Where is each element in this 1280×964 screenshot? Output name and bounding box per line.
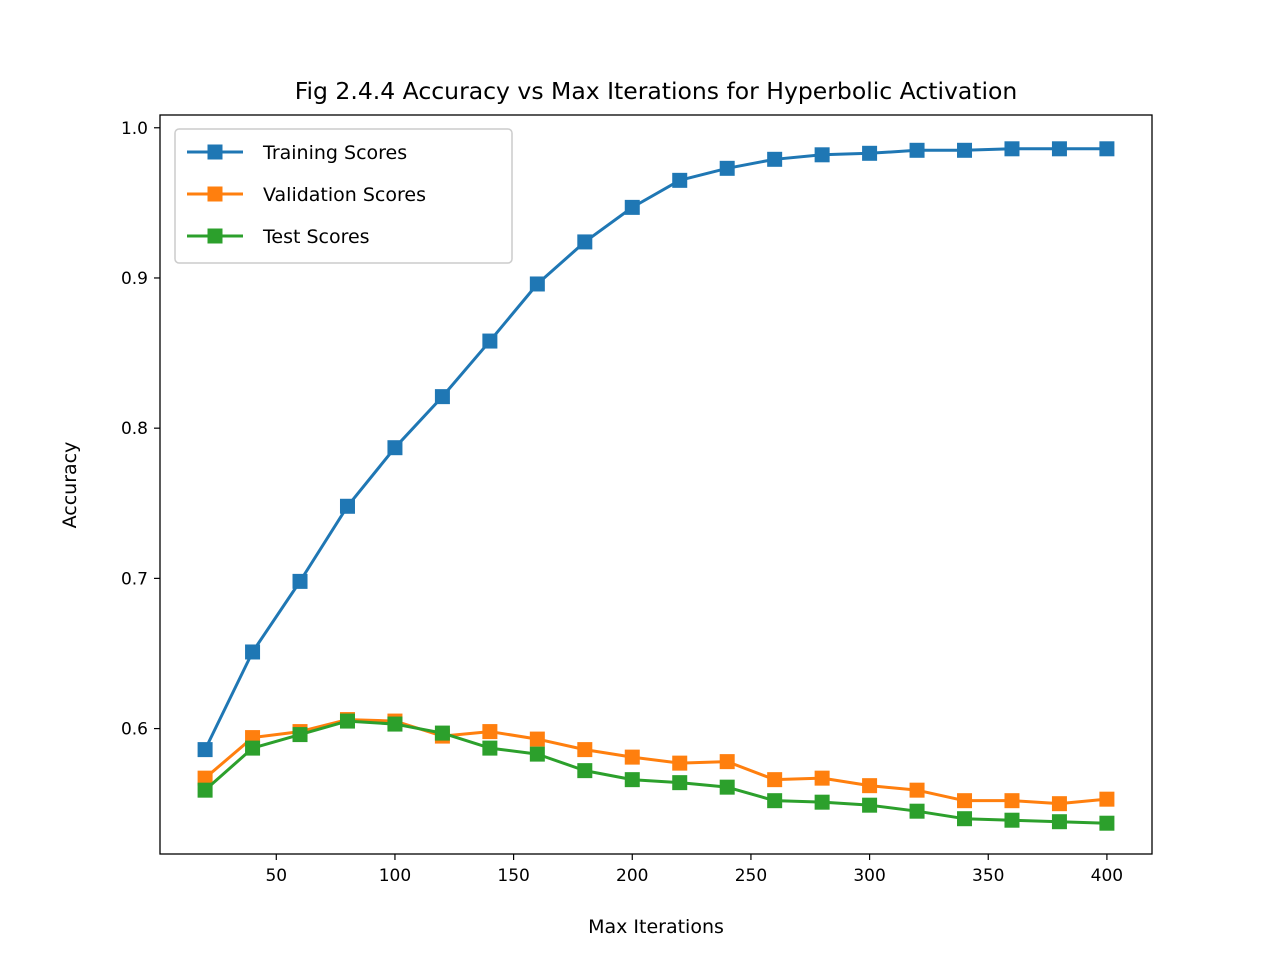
validation-scores-point: [814, 770, 830, 786]
test-scores-point: [814, 794, 830, 810]
validation-scores-point: [957, 793, 973, 809]
y-tick-label: 0.8: [121, 419, 148, 439]
training-scores-point: [529, 276, 545, 292]
training-scores-point: [957, 142, 973, 158]
test-scores-point: [482, 740, 498, 756]
x-tick-label: 200: [616, 866, 648, 886]
axes-layer: 50 100 150 200 250 300 350 400 0.6 0.7 0.8 0.9 1.0: [121, 119, 1123, 886]
validation-scores-point: [672, 755, 688, 771]
plot-frame: [159, 114, 1153, 855]
x-tick-label: 300: [853, 866, 885, 886]
x-tick-label: 250: [735, 866, 767, 886]
y-tick-label: 1.0: [121, 119, 148, 139]
legend-training-scores-marker: [207, 144, 223, 160]
y-axis-label: Accuracy: [59, 442, 81, 529]
test-scores-point: [624, 772, 640, 788]
legend: Training Scores Validation Scores Test Sco…: [174, 128, 513, 264]
validation-scores-point: [529, 731, 545, 747]
legend-validation-scores-label: Validation Scores: [263, 184, 426, 206]
training-scores-point: [434, 389, 450, 405]
test-scores-point: [957, 811, 973, 827]
validation-scores-point: [767, 772, 783, 788]
x-tick-label: 150: [497, 866, 529, 886]
y-tick-label: 0.9: [121, 269, 148, 289]
series-layer: [197, 141, 1115, 831]
test-scores-point: [719, 779, 735, 795]
x-axis-label: Max Iterations: [588, 916, 724, 938]
validation-scores-point: [482, 724, 498, 740]
y-tick-label: 0.7: [121, 569, 148, 589]
training-scores-line: [203, 147, 1107, 751]
training-scores-point: [197, 742, 213, 758]
validation-scores-point: [577, 742, 593, 758]
chart-title: Fig 2.4.4 Accuracy vs Max Iterations for…: [295, 77, 1018, 105]
test-scores-point: [339, 713, 355, 729]
test-scores-point: [767, 793, 783, 809]
test-scores-point: [529, 746, 545, 762]
x-tick-label: 400: [1091, 866, 1123, 886]
training-scores-point: [339, 498, 355, 514]
training-scores-point: [292, 573, 308, 589]
training-scores-point: [624, 199, 640, 215]
training-scores-point: [767, 151, 783, 167]
legend-test-scores-label: Test Scores: [262, 226, 370, 248]
test-scores-point: [862, 797, 878, 813]
training-scores-point: [862, 145, 878, 161]
training-scores-point: [577, 234, 593, 250]
validation-scores-point: [197, 770, 213, 786]
training-scores-point: [482, 333, 498, 349]
training-scores-point: [245, 644, 261, 660]
legend-training-scores-label: Training Scores: [262, 142, 407, 164]
test-scores-point: [909, 803, 925, 819]
validation-scores-point: [1099, 791, 1115, 807]
test-scores-point: [197, 782, 213, 798]
x-tick-label: 100: [379, 866, 411, 886]
validation-scores-line: [204, 718, 1108, 806]
y-tick-label: 0.6: [121, 720, 148, 740]
test-scores-point: [1004, 812, 1020, 828]
training-scores-point: [387, 440, 403, 456]
training-scores-point: [1051, 141, 1067, 157]
test-scores-line: [204, 719, 1107, 825]
legend-entries: Training Scores Validation Scores Test Sco…: [187, 142, 426, 248]
validation-scores-point: [1051, 796, 1067, 812]
training-scores-point: [909, 142, 925, 158]
test-scores-point: [387, 716, 403, 732]
x-tick-label: 350: [972, 866, 1004, 886]
test-scores-point: [434, 725, 450, 741]
test-scores-point: [577, 763, 593, 779]
x-tick-label: 50: [265, 866, 287, 886]
validation-scores-point: [719, 754, 735, 770]
training-scores-point: [672, 172, 688, 188]
test-scores-point: [292, 727, 308, 743]
legend-validation-scores-marker: [207, 186, 223, 202]
test-scores-point: [245, 740, 261, 756]
validation-scores-point: [909, 782, 925, 798]
validation-scores-point: [862, 778, 878, 794]
legend-test-scores-marker: [207, 228, 223, 244]
training-scores-point: [814, 147, 830, 163]
test-scores-point: [1051, 814, 1067, 830]
validation-scores-point: [624, 749, 640, 765]
training-scores-point: [1004, 141, 1020, 157]
validation-scores-point: [1004, 793, 1020, 809]
test-scores-point: [1099, 815, 1115, 831]
legend-box: [174, 128, 513, 264]
training-scores-point: [1099, 141, 1115, 157]
test-scores-point: [672, 775, 688, 791]
training-scores-point: [719, 160, 735, 176]
